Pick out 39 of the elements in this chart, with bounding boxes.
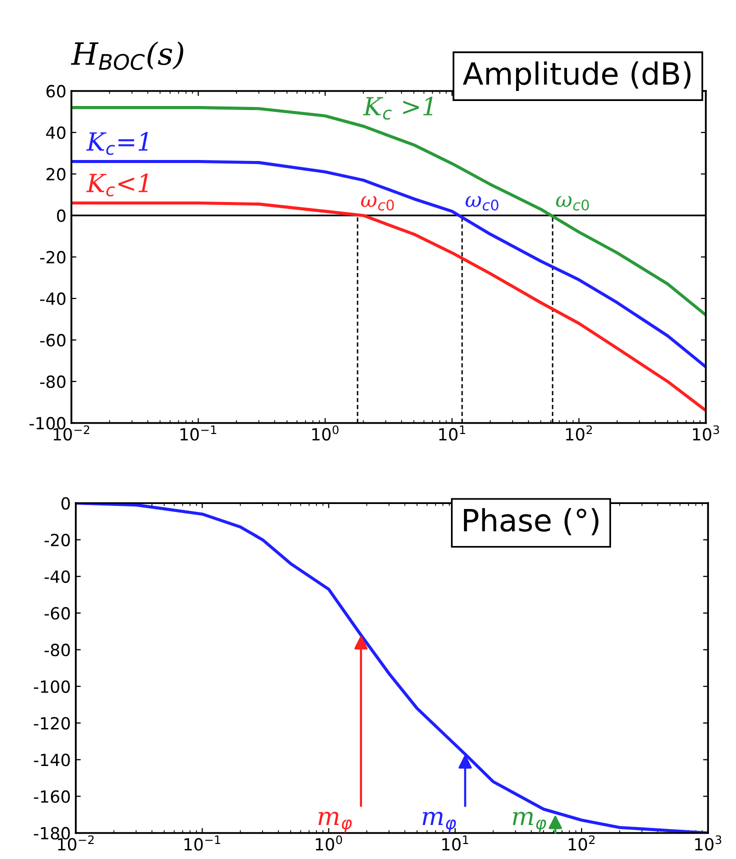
y-tick-label: -80 xyxy=(40,375,66,388)
y-tick-label: 0 xyxy=(57,209,66,222)
annotation: m$_{φ}$ xyxy=(318,812,352,833)
y-tick-label: -100 xyxy=(34,680,70,693)
x-tick-label: 10$^{2}$ xyxy=(566,425,592,441)
annotation: ω$_{c0}$ xyxy=(466,196,498,211)
x-tick-label: 10$^{1}$ xyxy=(439,425,466,441)
y-tick-label: -40 xyxy=(44,570,70,583)
y-tick-label: -80 xyxy=(44,644,70,656)
x-tick-label: 10$^{−1}$ xyxy=(180,425,216,441)
x-tick-label: 10$^{3}$ xyxy=(695,835,722,851)
y-tick-label: -140 xyxy=(34,754,70,766)
y-tick-label: -20 xyxy=(40,250,66,264)
y-tick-label: -20 xyxy=(44,534,70,546)
y-tick-label: -120 xyxy=(34,716,70,730)
annotation: m$_{φ}$ xyxy=(512,812,546,833)
y-tick-label: 0 xyxy=(61,497,70,510)
y-tick-label: 60 xyxy=(46,84,66,98)
x-tick-label: 10$^{2}$ xyxy=(568,835,595,851)
y-tick-label: 20 xyxy=(46,168,66,181)
y-tick-label: -60 xyxy=(44,607,70,620)
annotation: ω$_{c0}$ xyxy=(361,196,394,211)
x-tick-label: 10$^{3}$ xyxy=(692,425,720,441)
series-label: K$_{c}$ >1 xyxy=(362,96,432,120)
y-tick-label: 40 xyxy=(46,126,66,140)
annotation: m$_{φ}$ xyxy=(422,812,456,833)
chart-title: Phase (°) xyxy=(464,508,598,536)
y-tick-label: -60 xyxy=(40,334,66,347)
series-label: K$_{c}$<1 xyxy=(86,174,148,196)
series-label: K$_{c}$=1 xyxy=(86,132,148,155)
y-tick-label: -40 xyxy=(40,292,66,306)
chart-title: Amplitude (dB) xyxy=(462,61,691,91)
text: H$_{BOC}$(s) xyxy=(70,41,184,70)
x-tick-label: 10$^{1}$ xyxy=(442,835,468,851)
x-tick-label: 10$^{0}$ xyxy=(312,425,339,441)
annotation: ω$_{c0}$ xyxy=(556,196,589,211)
x-tick-label: 10$^{−1}$ xyxy=(184,835,220,851)
x-tick-label: 10$^{0}$ xyxy=(316,835,342,851)
y-tick-label: -160 xyxy=(34,790,70,803)
